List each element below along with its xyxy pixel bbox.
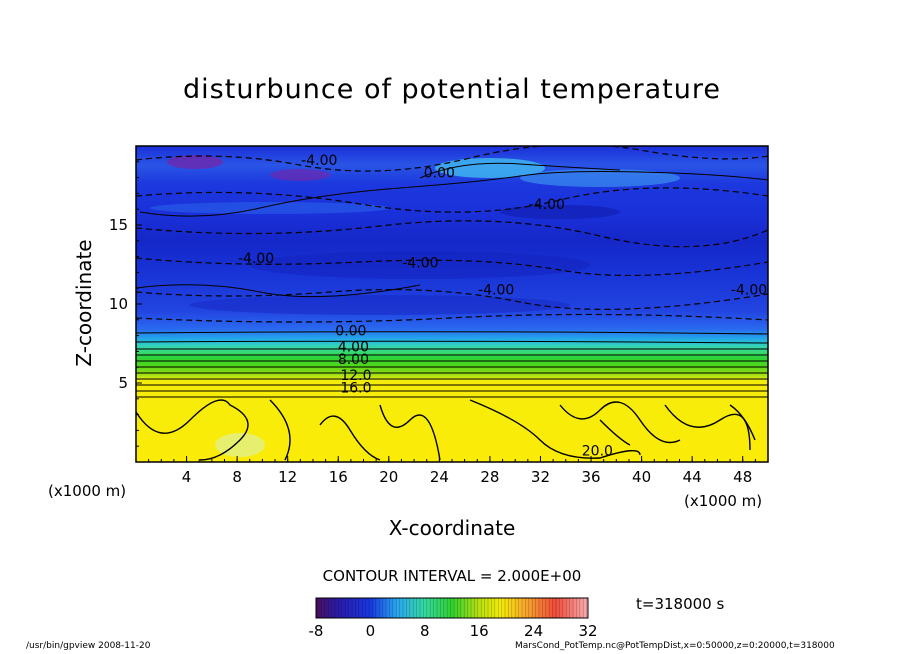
y-tick-label: 10	[108, 295, 128, 313]
positive-contours	[136, 162, 768, 298]
warm-anomaly	[150, 202, 390, 214]
contour-label: 8.00	[338, 352, 369, 368]
time-label: t=318000 s	[636, 595, 725, 613]
contour-label: -4.00	[238, 251, 274, 267]
chart-title: disturbunce of potential temperature	[183, 74, 721, 105]
x-unit-note-left: (x1000 m)	[48, 482, 127, 500]
y-tick-label: 15	[108, 216, 128, 234]
x-axis-label: X-coordinate	[388, 516, 516, 540]
colorbar-tick-label: 16	[469, 622, 489, 640]
contour-label: 4.00	[338, 339, 369, 355]
warm-anomaly	[435, 158, 545, 178]
colorbar-tick-label: 32	[578, 622, 598, 640]
contour-interval-label: CONTOUR INTERVAL = 2.000E+00	[322, 567, 582, 585]
contour-label: 0.00	[424, 166, 455, 182]
stratified-contours	[136, 331, 768, 398]
contour-label: -4.00	[301, 153, 337, 169]
x-tick-label: 44	[682, 468, 702, 486]
x-tick-label: 28	[480, 468, 500, 486]
footer-right: MarsCond_PotTemp.nc@PotTempDist,x=0:5000…	[515, 641, 835, 651]
cold-anomaly	[270, 169, 330, 181]
x-tick-label: 40	[632, 468, 652, 486]
x-tick-label: 32	[530, 468, 551, 486]
footer-left: /usr/bin/gpview 2008-11-20	[26, 641, 151, 651]
warm-anomaly	[520, 169, 680, 187]
y-tick-label: 5	[118, 374, 128, 392]
x-tick-label: 16	[328, 468, 348, 486]
x-tick-label: 8	[232, 468, 242, 486]
contour-label: 20.0	[582, 444, 613, 460]
colorbar-tick-label: 24	[524, 622, 544, 640]
contour-label: 12.0	[340, 368, 371, 384]
x-tick-label: 24	[429, 468, 449, 486]
cold-anomaly	[250, 251, 590, 279]
x-tick-label: 4	[181, 468, 192, 486]
x-unit-note-right: (x1000 m)	[684, 492, 763, 510]
contour-label: 0.00	[335, 324, 366, 340]
cold-anomaly	[190, 295, 570, 315]
colorbar-tick-label: 8	[420, 622, 430, 640]
colorbar	[315, 597, 589, 619]
lower-contours	[136, 399, 756, 461]
negative-contours	[136, 146, 768, 323]
contour-label: 16.0	[340, 380, 371, 396]
y-axis-label: Z-coordinate	[72, 239, 96, 367]
colorbar-tick-label: 0	[365, 622, 376, 640]
contour-label: -4.00	[478, 283, 514, 299]
contour-label: -4.00	[731, 283, 767, 299]
cold-anomaly	[167, 155, 223, 169]
x-tick-label: 12	[278, 468, 298, 486]
x-tick-label: 48	[733, 468, 753, 486]
colorbar-tick-label: -8	[308, 622, 324, 640]
x-tick-label: 36	[581, 468, 601, 486]
x-tick-label: 20	[379, 468, 399, 486]
cold-anomaly	[500, 205, 620, 219]
contour-label: -4.00	[402, 256, 438, 272]
contour-label: -4.00	[529, 197, 565, 213]
